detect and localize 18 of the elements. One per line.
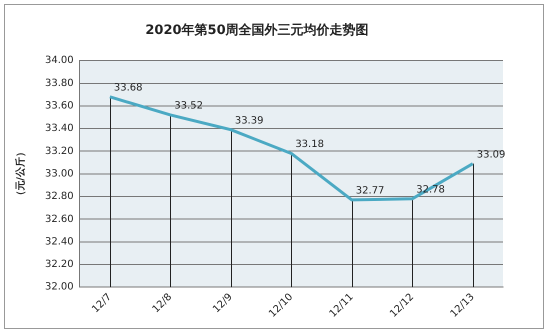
y-axis-title: （元/公斤） xyxy=(14,147,27,201)
data-label: 33.39 xyxy=(234,115,264,126)
y-tick-label: 32.40 xyxy=(44,236,74,248)
data-label: 33.18 xyxy=(295,139,324,150)
y-tick-label: 33.20 xyxy=(44,146,74,157)
y-tick-label: 33.60 xyxy=(44,100,74,112)
y-tick-label: 34.00 xyxy=(44,55,74,66)
chart-title: 2020年第50周全国外三元均价走势图 xyxy=(145,22,369,38)
y-tick-label: 32.80 xyxy=(44,191,74,202)
data-label: 32.77 xyxy=(356,186,384,197)
y-tick-label: 33.40 xyxy=(44,123,74,134)
data-label: 33.68 xyxy=(114,82,143,94)
y-tick-label: 33.80 xyxy=(44,78,74,89)
data-label: 33.09 xyxy=(476,149,506,160)
y-tick-label: 33.00 xyxy=(44,168,74,180)
y-tick-label: 32.60 xyxy=(44,214,74,225)
y-tick-label: 32.00 xyxy=(44,282,74,293)
y-tick-label: 32.20 xyxy=(44,259,74,270)
